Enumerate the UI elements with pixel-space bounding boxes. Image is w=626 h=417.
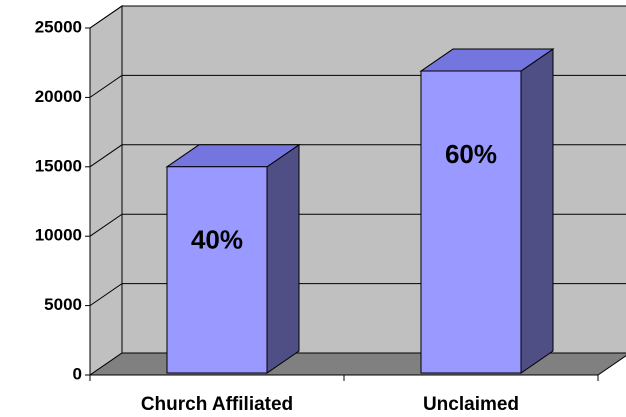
bar-side [266,143,300,374]
y-tick-label: 15000 [35,156,82,175]
y-tick-label: 20000 [35,87,82,106]
side-wall [89,5,123,376]
y-tick-label: 5000 [44,295,82,314]
bar [419,48,555,374]
annotation: 40% [191,225,243,255]
y-tick-label: 25000 [35,17,82,36]
bar-side [520,48,554,374]
annotation: 60% [445,139,497,169]
bar-front [420,70,522,374]
grid-line [89,5,626,29]
y-tick-label: 0 [73,364,82,383]
bar-front [166,166,268,374]
x-tick-label: Unclaimed [423,394,519,415]
bar [165,143,301,374]
x-tick-label: Church Affiliated [141,394,293,415]
y-tick-label: 10000 [35,226,82,245]
